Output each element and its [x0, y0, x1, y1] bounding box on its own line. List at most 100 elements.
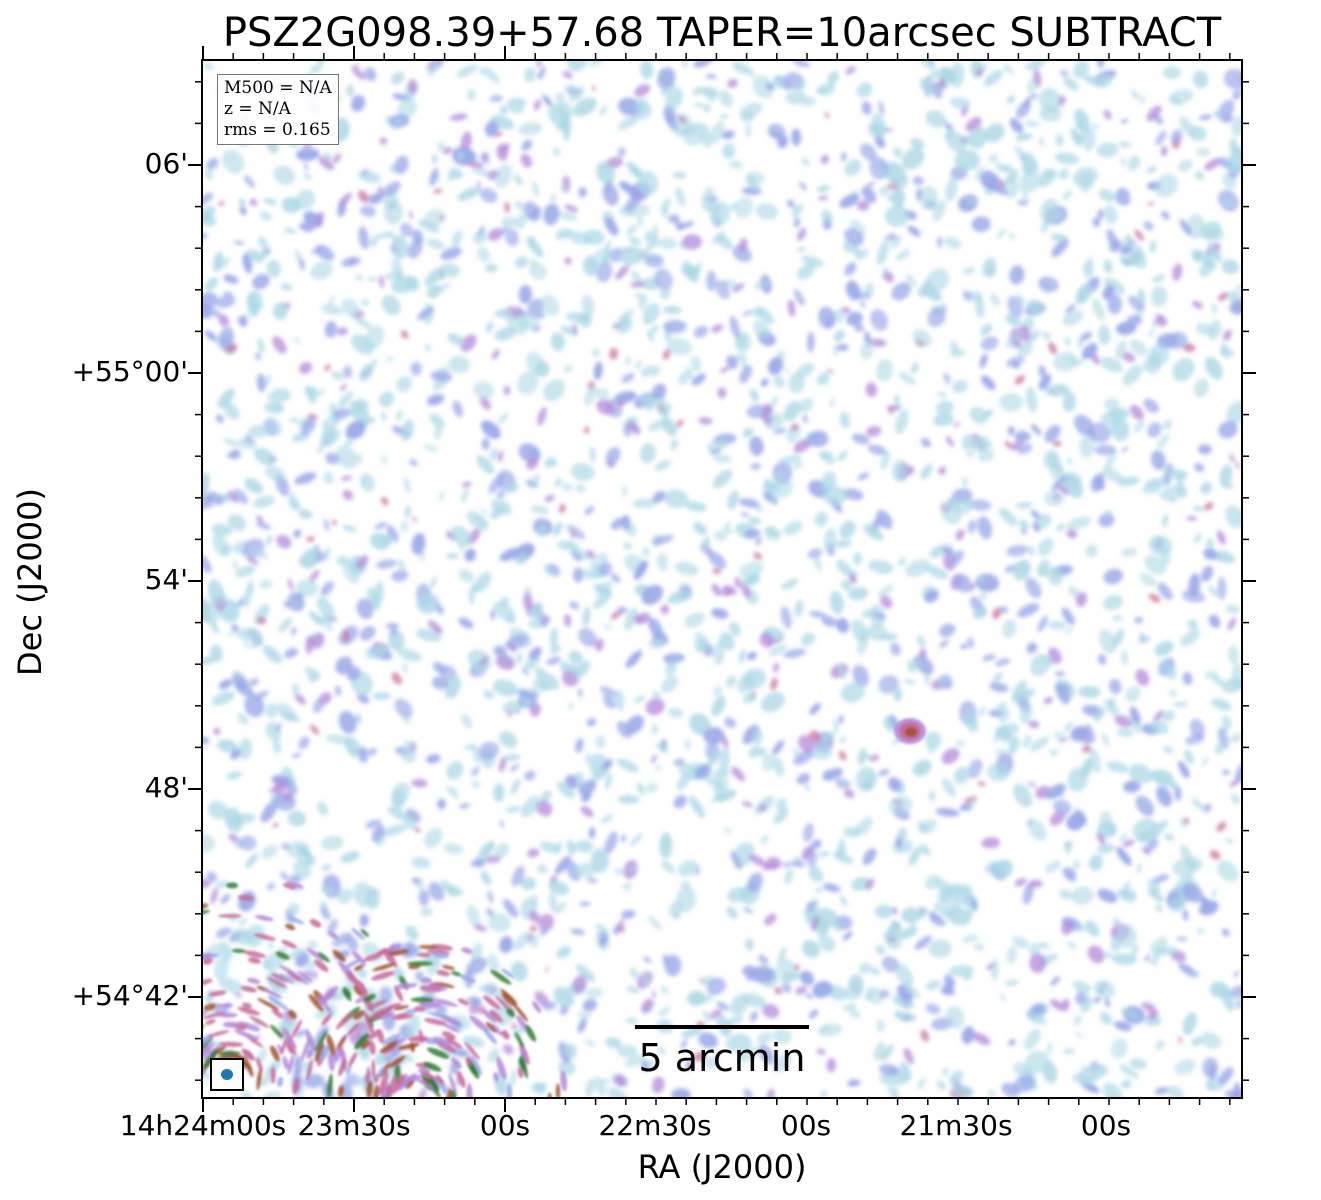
noise-blob [400, 222, 413, 237]
noise-blob [479, 188, 498, 203]
artefact-streak [517, 1067, 524, 1079]
noise-blob [979, 353, 988, 369]
noise-blob [578, 627, 597, 647]
noise-blob [994, 723, 1020, 739]
noise-blob [799, 970, 815, 986]
noise-blob [1182, 909, 1189, 922]
noise-blob [1129, 404, 1144, 421]
noise-blob [760, 378, 769, 387]
noise-blob [471, 583, 478, 594]
noise-blob [502, 1044, 514, 1055]
artefact-streak [408, 1035, 429, 1043]
noise-blob [728, 621, 741, 637]
noise-blob [1063, 1048, 1075, 1054]
noise-blob [446, 761, 464, 780]
noise-blob [719, 366, 731, 373]
noise-blob [1109, 698, 1115, 708]
noise-blob [861, 609, 872, 619]
noise-blob [1040, 198, 1059, 225]
noise-blob [1148, 593, 1161, 603]
noise-blob [1038, 374, 1052, 390]
noise-blob [700, 86, 719, 97]
noise-blob [242, 253, 253, 274]
noise-blob [773, 807, 789, 824]
noise-blob [626, 421, 641, 435]
noise-blob [890, 642, 901, 656]
noise-blob [1216, 530, 1226, 545]
noise-blob [1025, 577, 1042, 599]
noise-blob [870, 309, 889, 331]
noise-blob [377, 231, 393, 239]
noise-blob [614, 868, 624, 875]
noise-blob [526, 236, 544, 258]
noise-blob [983, 69, 1004, 87]
noise-blob [424, 209, 446, 228]
noise-blob [1112, 614, 1123, 622]
noise-blob [617, 606, 628, 614]
artefact-streak [171, 1072, 180, 1095]
noise-blob [429, 413, 445, 429]
noise-blob [367, 748, 377, 756]
noise-blob [1147, 888, 1165, 903]
noise-blob [1178, 1036, 1183, 1044]
noise-blob [784, 366, 790, 374]
noise-blob [768, 644, 788, 657]
noise-blob [766, 1088, 775, 1098]
noise-blob [836, 344, 849, 351]
noise-blob [502, 700, 523, 715]
noise-blob [596, 161, 615, 185]
noise-blob [626, 523, 637, 537]
noise-blob [1039, 566, 1049, 577]
noise-blob [253, 549, 268, 559]
noise-blob [977, 575, 985, 583]
noise-blob [204, 277, 219, 291]
noise-blob [316, 596, 335, 619]
artefact-streak [220, 1012, 238, 1018]
noise-blob [1147, 201, 1155, 206]
noise-blob [833, 346, 838, 357]
noise-blob [311, 247, 324, 254]
noise-blob [653, 534, 674, 545]
noise-blob [288, 775, 296, 784]
noise-blob [372, 692, 391, 700]
noise-blob [962, 477, 968, 487]
noise-blob [400, 520, 409, 533]
noise-blob [698, 1032, 718, 1049]
noise-blob [364, 67, 377, 82]
noise-blob [556, 120, 571, 131]
noise-blob [564, 257, 572, 266]
artefact-streak [326, 1034, 336, 1057]
noise-blob [246, 556, 259, 565]
noise-blob [1028, 819, 1047, 841]
noise-blob [430, 370, 453, 382]
noise-blob [529, 207, 542, 219]
noise-blob [969, 582, 976, 592]
noise-blob [544, 96, 553, 107]
noise-blob [745, 123, 752, 138]
noise-blob [954, 149, 981, 171]
noise-blob [305, 635, 314, 655]
noise-blob [231, 624, 239, 632]
bright-sources-layer [153, 718, 926, 1098]
artefact-streak [153, 894, 176, 907]
noise-blob [1079, 1065, 1096, 1087]
noise-blob [554, 901, 567, 914]
noise-blob [1073, 167, 1098, 187]
noise-blob [537, 524, 548, 537]
noise-blob [381, 455, 387, 465]
noise-blob [865, 425, 882, 437]
noise-blob [487, 913, 511, 933]
noise-blob [397, 648, 422, 662]
noise-blob [228, 514, 246, 531]
noise-blob [1146, 166, 1157, 174]
noise-blob [945, 1006, 965, 1029]
noise-blob [936, 236, 943, 248]
noise-blob [826, 368, 834, 374]
noise-blob [323, 471, 335, 484]
noise-blob [711, 583, 722, 596]
noise-blob [1163, 746, 1174, 754]
noise-blob [598, 562, 613, 577]
noise-blob [294, 693, 306, 705]
noise-blob [877, 585, 894, 597]
noise-blob [219, 327, 235, 350]
